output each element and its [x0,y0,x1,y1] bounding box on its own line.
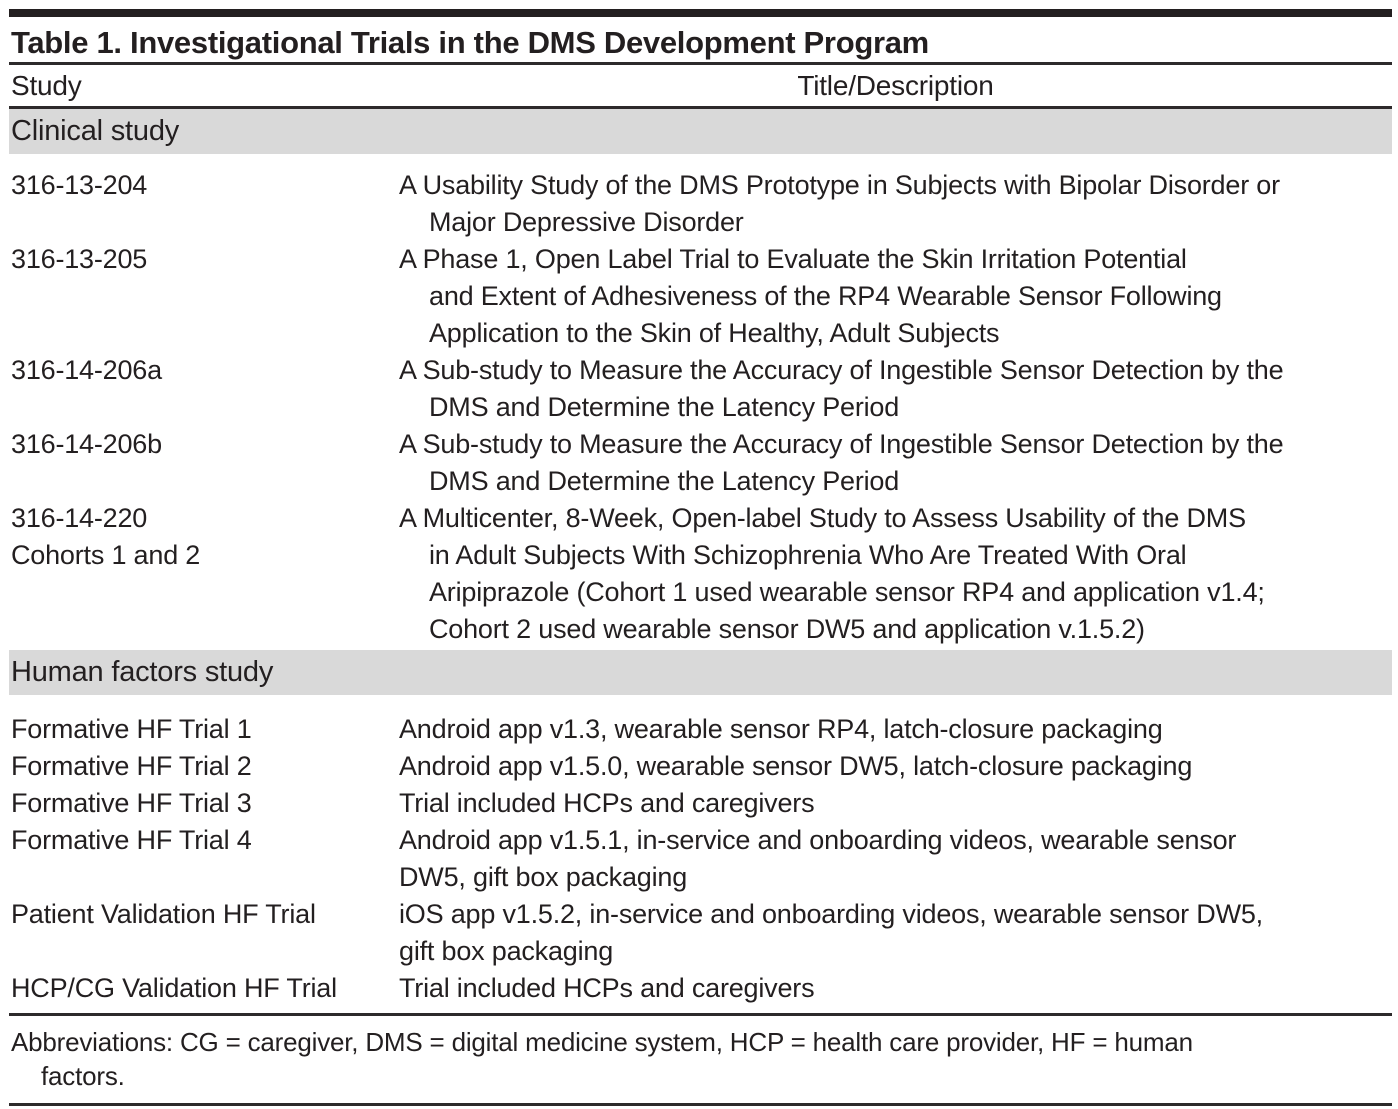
description-cell: A Phase 1, Open Label Trial to Evaluate … [399,244,1222,348]
top-rule [9,9,1392,17]
table-container: Table 1. Investigational Trials in the D… [9,9,1392,1106]
study-cell: 316-13-205 [11,244,148,274]
study-cell: Formative HF Trial 4 [11,825,252,855]
study-cell: 316-14-220 Cohorts 1 and 2 [11,503,201,570]
description-cell: Android app v1.5.1, in-service and onboa… [399,825,1237,892]
table-row: 316-14-220 Cohorts 1 and 2 A Multicenter… [9,500,1392,648]
description-cell: Android app v1.5.0, wearable sensor DW5,… [399,751,1193,781]
table-row: 316-13-204 A Usability Study of the DMS … [9,167,1392,241]
table-title: Table 1. Investigational Trials in the D… [9,17,1392,65]
description-cell: A Usability Study of the DMS Prototype i… [399,170,1280,237]
column-header-study: Study [11,69,82,101]
table-row: 316-13-205 A Phase 1, Open Label Trial t… [9,241,1392,352]
clinical-study-rows: 316-13-204 A Usability Study of the DMS … [9,154,1392,650]
column-header-description: Title/Description [797,69,994,101]
table-row: Formative HF Trial 4 Android app v1.5.1,… [9,822,1392,896]
description-cell: Trial included HCPs and caregivers [399,973,815,1003]
study-cell: Formative HF Trial 2 [11,751,252,781]
abbreviations-note: Abbreviations: CG = caregiver, DMS = dig… [9,1013,1392,1106]
section-header-clinical-study: Clinical study [9,109,1392,154]
section-header-human-factors-study: Human factors study [9,650,1392,695]
table-row: 316-14-206a A Sub-study to Measure the A… [9,352,1392,426]
study-cell: 316-14-206a [11,355,162,385]
table-row: Formative HF Trial 1 Android app v1.3, w… [9,711,1392,748]
description-cell: A Sub-study to Measure the Accuracy of I… [399,429,1284,496]
description-cell: Android app v1.3, wearable sensor RP4, l… [399,714,1163,744]
human-factors-rows: Formative HF Trial 1 Android app v1.3, w… [9,695,1392,1013]
study-cell: Formative HF Trial 3 [11,788,252,818]
table-row: HCP/CG Validation HF Trial Trial include… [9,970,1392,1007]
study-cell: Formative HF Trial 1 [11,714,252,744]
description-cell: A Multicenter, 8-Week, Open-label Study … [399,503,1265,644]
description-cell: A Sub-study to Measure the Accuracy of I… [399,355,1284,422]
table-row: Formative HF Trial 3 Trial included HCPs… [9,785,1392,822]
description-cell: iOS app v1.5.2, in-service and onboardin… [399,899,1263,966]
study-cell: HCP/CG Validation HF Trial [11,973,337,1003]
study-cell: 316-13-204 [11,170,148,200]
table-row: Formative HF Trial 2 Android app v1.5.0,… [9,748,1392,785]
column-header-row: Study Title/Description [9,65,1392,109]
table-row: Patient Validation HF Trial iOS app v1.5… [9,896,1392,970]
table-row: 316-14-206b A Sub-study to Measure the A… [9,426,1392,500]
description-cell: Trial included HCPs and caregivers [399,788,815,818]
study-cell: 316-14-206b [11,429,162,459]
study-cell: Patient Validation HF Trial [11,899,316,929]
